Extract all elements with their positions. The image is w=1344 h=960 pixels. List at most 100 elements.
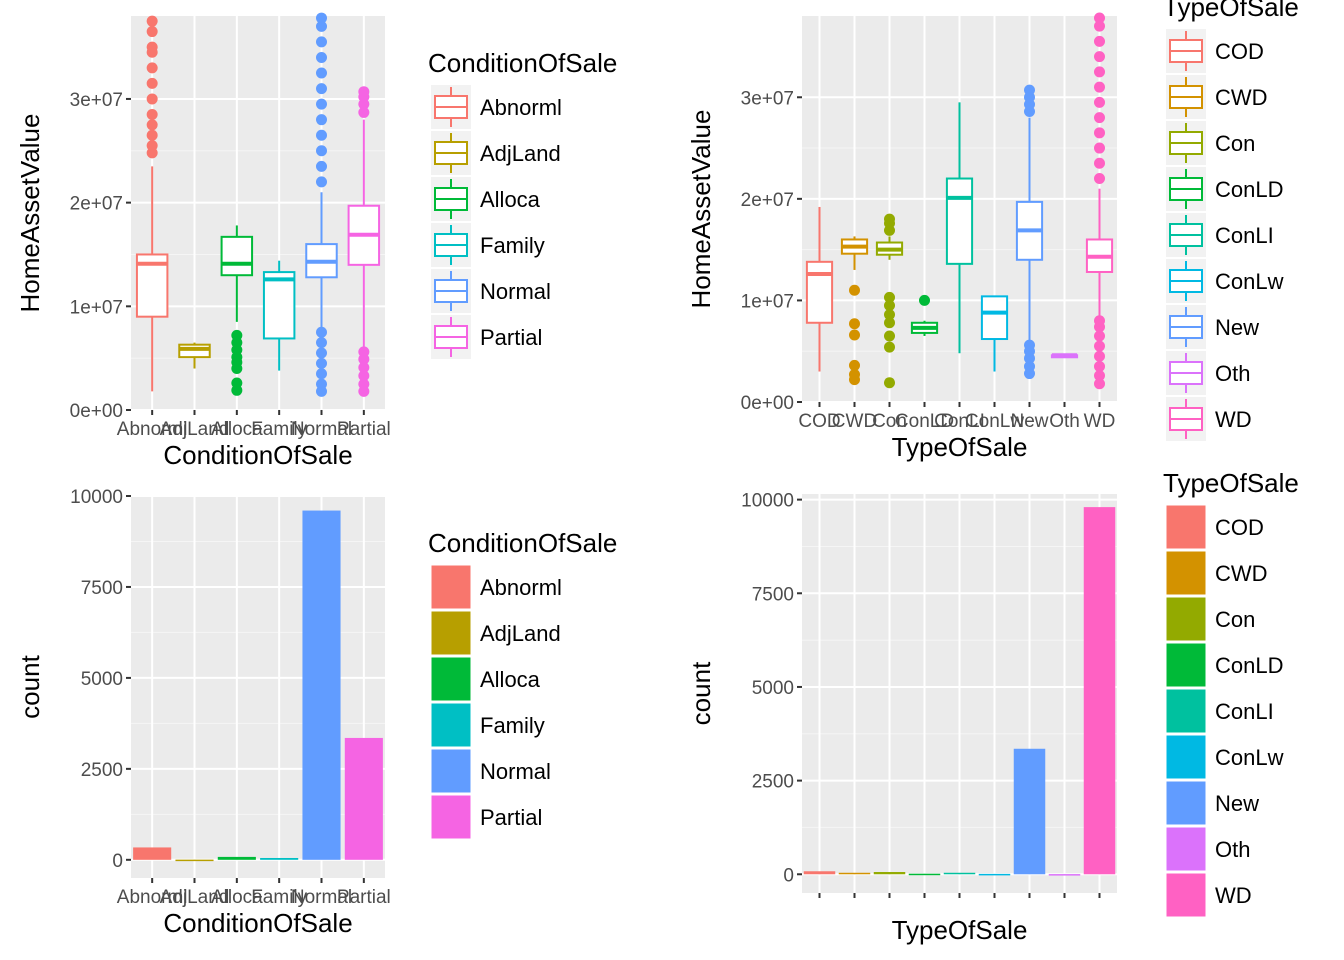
legend-label: CWD xyxy=(1215,85,1268,110)
box-Alloca xyxy=(220,235,254,277)
outlier-point xyxy=(1094,340,1105,352)
outlier-point xyxy=(1094,142,1105,154)
outlier-point xyxy=(358,346,370,358)
outlier-point xyxy=(316,378,327,390)
outlier-point xyxy=(358,370,370,382)
outlier-point xyxy=(1024,84,1035,96)
outlier-point xyxy=(849,359,860,371)
x-tick-label: Family xyxy=(251,887,307,908)
outlier-point xyxy=(146,77,158,89)
outlier-point xyxy=(316,129,327,141)
legend-title: TypeOfSale xyxy=(1163,0,1299,22)
bar-Abnorml xyxy=(133,847,172,860)
outlier-point xyxy=(1094,112,1105,124)
outlier-point xyxy=(884,300,895,311)
x-tick-label: Normal xyxy=(291,419,352,440)
y-axis-title: count xyxy=(686,661,716,725)
outlier-point xyxy=(231,377,243,389)
legend-label: COD xyxy=(1215,515,1264,540)
outlier-point xyxy=(849,318,860,330)
legend-label: AdjLand xyxy=(480,141,561,166)
outlier-point xyxy=(1094,20,1105,32)
outlier-point xyxy=(1094,81,1105,93)
legend-label: ConLI xyxy=(1215,699,1274,724)
outlier-point xyxy=(1094,378,1105,390)
y-tick-label: 10000 xyxy=(70,487,123,508)
y-tick-label: 5000 xyxy=(752,678,794,699)
legend-label: ConLD xyxy=(1215,177,1283,202)
box-ConLI xyxy=(945,177,974,265)
legend-label: Alloca xyxy=(480,187,541,212)
x-tick-label: Partial xyxy=(337,419,391,440)
x-tick-label: Abnorml xyxy=(117,887,188,908)
x-tick-label: Normal xyxy=(291,887,352,908)
x-axis-title: ConditionOfSale xyxy=(163,908,352,938)
outlier-point xyxy=(316,145,327,157)
outlier-point xyxy=(358,86,370,98)
bar-AdjLand xyxy=(175,859,214,862)
x-tick-label: New xyxy=(1010,411,1048,432)
outlier-point xyxy=(146,140,158,152)
x-tick-label: COD xyxy=(798,411,840,432)
legend-label: Abnorml xyxy=(480,95,562,120)
outlier-point xyxy=(1024,339,1035,351)
outlier-point xyxy=(1094,360,1105,372)
x-tick-label: ConLD xyxy=(895,411,954,432)
legend-key-swatch xyxy=(1165,688,1207,734)
legend-label: ConLw xyxy=(1215,269,1284,294)
legend-label: Alloca xyxy=(480,667,541,692)
y-tick-label: 1e+07 xyxy=(741,291,794,312)
legend-label: Oth xyxy=(1215,361,1250,386)
x-tick-label: Family xyxy=(251,419,307,440)
bar-Con xyxy=(873,872,906,875)
outlier-point xyxy=(919,294,930,306)
bar-New xyxy=(1013,748,1046,875)
outlier-point xyxy=(316,368,327,380)
x-tick-label: ConLI xyxy=(934,411,985,432)
outlier-point xyxy=(1094,12,1105,24)
legend-label: Partial xyxy=(480,325,542,350)
legend-key-swatch xyxy=(430,748,472,794)
legend-key-swatch xyxy=(430,656,472,702)
box-ConLw xyxy=(980,295,1009,341)
x-tick-label: Alloca xyxy=(211,419,263,440)
outlier-point xyxy=(884,309,895,321)
x-tick-label: CWD xyxy=(832,411,877,432)
outlier-point xyxy=(1024,360,1035,372)
y-tick-label: 2e+07 xyxy=(70,194,123,215)
x-tick-label: Alloca xyxy=(211,887,263,908)
outlier-point xyxy=(1094,370,1105,382)
outlier-point xyxy=(316,98,327,110)
plot-background xyxy=(131,16,385,410)
outlier-point xyxy=(1094,35,1105,47)
legend-label: Con xyxy=(1215,131,1255,156)
x-axis-title: ConditionOfSale xyxy=(163,440,352,470)
panel-p2: 0e+00 1e+07 2e+07 3e+07 CODCWDConConLDConLIC… xyxy=(686,12,1117,462)
bar-WD xyxy=(1083,507,1116,875)
x-tick-label: Con xyxy=(872,411,907,432)
bar-Partial xyxy=(344,737,383,860)
legend-label: Abnorml xyxy=(480,575,562,600)
box-COD xyxy=(805,260,834,324)
outlier-point xyxy=(316,114,327,126)
legend-key-swatch xyxy=(1165,596,1207,642)
box-AdjLand xyxy=(178,343,211,359)
outlier-point xyxy=(231,329,243,341)
y-tick-label: 3e+07 xyxy=(70,90,123,111)
bar-ConLI xyxy=(943,872,976,875)
bar-Family xyxy=(260,857,299,860)
outlier-point xyxy=(884,317,895,329)
outlier-point xyxy=(358,378,370,390)
outlier-point xyxy=(849,284,860,296)
y-tick-label: 10000 xyxy=(741,491,794,512)
y-tick-label: 0 xyxy=(112,851,123,872)
legend-label: ConLw xyxy=(1215,745,1284,770)
y-tick-label: 2500 xyxy=(81,760,123,781)
legend-label: Family xyxy=(480,713,545,738)
legend-key-swatch xyxy=(1165,504,1207,550)
panel-p4: 0 2500 5000 7500 10000 TypeOfSale count xyxy=(686,491,1117,945)
bar-COD xyxy=(803,871,836,875)
y-tick-label: 0e+00 xyxy=(741,393,794,414)
legend-key-swatch xyxy=(430,702,472,748)
x-tick-label: Oth xyxy=(1049,411,1080,432)
